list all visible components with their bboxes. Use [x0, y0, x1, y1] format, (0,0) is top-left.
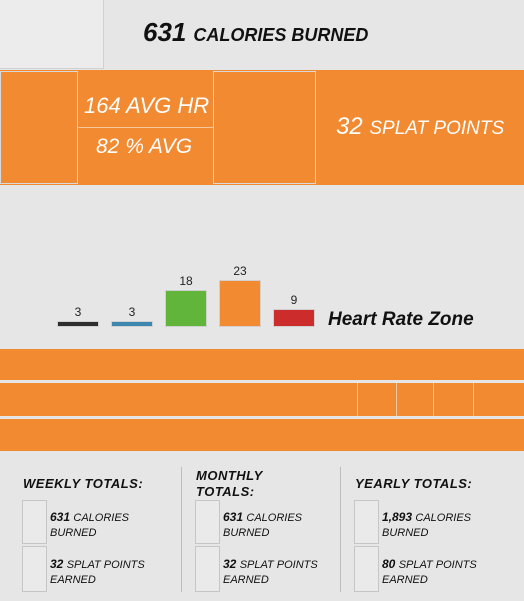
bar-zone-1 — [57, 321, 99, 327]
avg-percent: 82 % AVG — [96, 135, 193, 158]
monthly-calories-box — [195, 500, 220, 544]
yearly-calories: 1,893 CALORIES BURNED — [382, 510, 471, 540]
monthly-splat-label: SPLAT POINTS — [239, 559, 318, 571]
yearly-splat-value: 80 — [382, 557, 396, 571]
weekly-splat-label: SPLAT POINTS — [66, 559, 145, 571]
monthly-splat: 32 SPLAT POINTS EARNED — [223, 557, 318, 587]
weekly-calories-label2: BURNED — [50, 527, 97, 539]
bar-zone-3 — [165, 290, 207, 327]
bar-zone-4 — [219, 280, 261, 327]
bar-zone-5 — [273, 309, 315, 327]
yearly-splat-label2: EARNED — [382, 574, 428, 586]
orange-row-2 — [0, 383, 524, 416]
yearly-splat: 80 SPLAT POINTS EARNED — [382, 557, 477, 587]
heart-rate-zone-chart: 3 3 18 23 9 — [0, 255, 524, 330]
heart-rate-zone-label: Heart Rate Zone — [328, 309, 474, 330]
stats-box-middle — [213, 71, 316, 184]
avg-hr: 164 AVG HR — [84, 93, 210, 118]
bar-value-label: 9 — [290, 293, 298, 307]
stats-box-left — [0, 71, 78, 184]
row2-divider — [433, 383, 434, 416]
bar-zone-2 — [111, 321, 153, 327]
calories-label: CALORIES BURNED — [193, 25, 369, 45]
monthly-heading-line2: TOTALS: — [196, 484, 255, 499]
row2-divider — [473, 383, 474, 416]
monthly-splat-value: 32 — [223, 557, 237, 571]
monthly-calories-label2: BURNED — [223, 527, 270, 539]
yearly-splat-box — [354, 546, 379, 592]
weekly-calories-value: 631 — [50, 510, 71, 524]
weekly-calories: 631 CALORIES BURNED — [50, 510, 129, 540]
yearly-calories-label2: BURNED — [382, 527, 429, 539]
weekly-splat-label2: EARNED — [50, 574, 96, 586]
calories-value: 631 — [143, 17, 187, 47]
calories-burned-heading: 631 CALORIES BURNED — [143, 17, 368, 48]
stats-divider — [78, 127, 213, 128]
yearly-calories-box — [354, 500, 379, 544]
monthly-calories-value: 631 — [223, 510, 244, 524]
header-left-panel — [0, 0, 104, 69]
splat-points: 32 SPLAT POINTS — [336, 113, 504, 141]
orange-row-3 — [0, 419, 524, 451]
splat-value: 32 — [336, 113, 363, 140]
bar-value-label: 23 — [233, 264, 247, 278]
yearly-splat-label: SPLAT POINTS — [398, 559, 477, 571]
totals-divider — [340, 467, 341, 592]
yearly-calories-label: CALORIES — [415, 512, 472, 524]
bar-value-label: 3 — [128, 305, 136, 319]
totals-divider — [181, 467, 182, 592]
monthly-calories: 631 CALORIES BURNED — [223, 510, 302, 540]
weekly-calories-box — [22, 500, 47, 544]
row2-divider — [396, 383, 397, 416]
monthly-totals-heading: MONTHLY TOTALS: — [196, 468, 263, 500]
monthly-heading-line1: MONTHLY — [196, 468, 263, 483]
splat-label: SPLAT POINTS — [369, 118, 505, 139]
bar-value-label: 18 — [179, 274, 193, 288]
monthly-splat-label2: EARNED — [223, 574, 269, 586]
weekly-totals-heading: WEEKLY TOTALS: — [23, 476, 144, 491]
monthly-calories-label: CALORIES — [246, 512, 303, 524]
yearly-calories-value: 1,893 — [382, 510, 413, 524]
weekly-splat-box — [22, 546, 47, 592]
bar-value-label: 3 — [74, 305, 82, 319]
yearly-totals-heading: YEARLY TOTALS: — [355, 476, 473, 491]
monthly-splat-box — [195, 546, 220, 592]
weekly-calories-label: CALORIES — [73, 512, 130, 524]
weekly-splat-value: 32 — [50, 557, 64, 571]
row2-divider — [357, 383, 358, 416]
weekly-splat: 32 SPLAT POINTS EARNED — [50, 557, 145, 587]
orange-row-1 — [0, 349, 524, 380]
